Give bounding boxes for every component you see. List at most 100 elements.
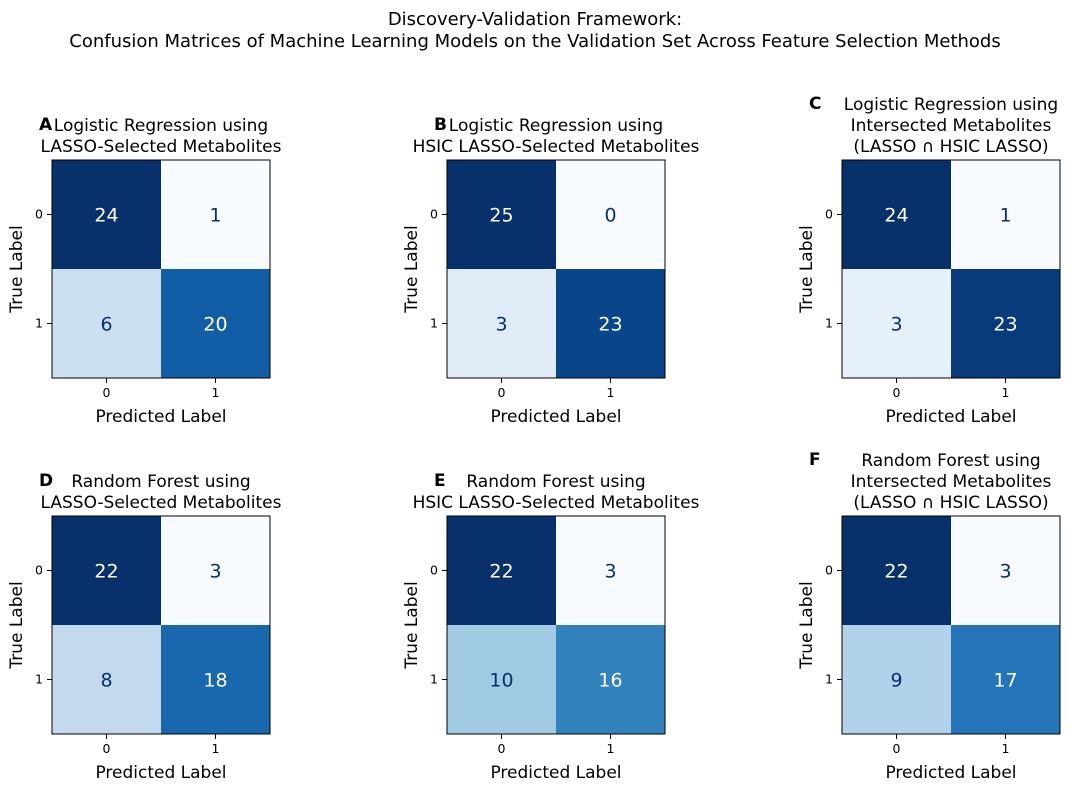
panel-title-line: LASSO-Selected Metabolites bbox=[41, 493, 282, 513]
cell-value-label: 23 bbox=[993, 314, 1017, 336]
cell-value-label: 22 bbox=[489, 561, 513, 583]
cell-value-label: 17 bbox=[993, 670, 1017, 692]
matrix-cell bbox=[951, 625, 1060, 734]
x-axis-label: Predicted Label bbox=[95, 407, 226, 427]
cell-value-label: 1 bbox=[209, 205, 221, 227]
y-tick-label: 0 bbox=[825, 207, 833, 222]
panel-title-line: Random Forest using bbox=[71, 472, 250, 492]
matrix-cell bbox=[951, 160, 1060, 269]
panel-letter: D bbox=[39, 471, 53, 491]
x-axis-label: Predicted Label bbox=[885, 407, 1016, 427]
x-tick-label: 0 bbox=[103, 741, 111, 756]
matrix-cell bbox=[161, 516, 270, 625]
panel-title-line: Intersected Metabolites bbox=[851, 116, 1052, 136]
cell-value-label: 3 bbox=[890, 314, 902, 336]
x-tick-label: 0 bbox=[103, 385, 111, 400]
cell-value-label: 8 bbox=[100, 670, 112, 692]
panel-title-line: LASSO-Selected Metabolites bbox=[41, 137, 282, 157]
cell-value-label: 3 bbox=[999, 561, 1011, 583]
x-tick-label: 1 bbox=[1002, 385, 1010, 400]
panel-letter: C bbox=[809, 94, 821, 114]
y-tick-label: 1 bbox=[35, 316, 43, 331]
y-tick-label: 1 bbox=[430, 316, 438, 331]
cell-value-label: 24 bbox=[94, 205, 118, 227]
cell-value-label: 23 bbox=[598, 314, 622, 336]
panel-letter: F bbox=[809, 450, 821, 470]
axes-frame bbox=[841, 159, 1061, 379]
panel-title-line: HSIC LASSO-Selected Metabolites bbox=[413, 137, 700, 157]
panel-title-line: Logistic Regression using bbox=[54, 116, 268, 136]
matrix-cell bbox=[447, 160, 556, 269]
axes-frame bbox=[51, 515, 271, 735]
y-tick-label: 1 bbox=[825, 672, 833, 687]
cell-value-label: 3 bbox=[209, 561, 221, 583]
x-tick-label: 1 bbox=[607, 741, 615, 756]
matrix-cell bbox=[556, 269, 665, 378]
matrix-cell bbox=[842, 160, 951, 269]
panel-title-line: Intersected Metabolites bbox=[851, 472, 1052, 492]
matrix-cell bbox=[447, 269, 556, 378]
y-axis-label: True Label bbox=[797, 581, 817, 669]
x-tick-label: 0 bbox=[498, 741, 506, 756]
y-tick-label: 0 bbox=[430, 563, 438, 578]
cell-value-label: 18 bbox=[203, 670, 227, 692]
cell-value-label: 1 bbox=[999, 205, 1011, 227]
panel-title-line: Random Forest using bbox=[861, 451, 1040, 471]
y-axis-label: True Label bbox=[797, 225, 817, 313]
cell-value-label: 10 bbox=[489, 670, 513, 692]
matrix-cell bbox=[842, 269, 951, 378]
x-tick-label: 1 bbox=[1002, 741, 1010, 756]
panel-title-line: (LASSO ∩ HSIC LASSO) bbox=[853, 137, 1048, 157]
matrix-cell bbox=[52, 625, 161, 734]
x-axis-label: Predicted Label bbox=[490, 407, 621, 427]
x-tick-label: 0 bbox=[498, 385, 506, 400]
panel-title-line: Random Forest using bbox=[466, 472, 645, 492]
x-tick-label: 1 bbox=[212, 385, 220, 400]
cell-value-label: 22 bbox=[884, 561, 908, 583]
matrix-cell bbox=[52, 160, 161, 269]
matrix-cell bbox=[161, 269, 270, 378]
panel-title-line: HSIC LASSO-Selected Metabolites bbox=[413, 493, 700, 513]
cell-value-label: 6 bbox=[100, 314, 112, 336]
axes-frame bbox=[446, 159, 666, 379]
cell-value-label: 3 bbox=[604, 561, 616, 583]
x-tick-label: 1 bbox=[212, 741, 220, 756]
cell-value-label: 9 bbox=[890, 670, 902, 692]
matrix-cell bbox=[951, 516, 1060, 625]
y-tick-label: 0 bbox=[35, 207, 43, 222]
y-axis-label: True Label bbox=[402, 225, 422, 313]
cell-value-label: 0 bbox=[604, 205, 616, 227]
figure-title-line-1: Discovery-Validation Framework: bbox=[388, 9, 682, 30]
panels-group: Logistic Regression usingLASSO-Selected … bbox=[7, 94, 1061, 783]
panel-a: Logistic Regression usingLASSO-Selected … bbox=[7, 115, 282, 427]
matrix-cell bbox=[556, 625, 665, 734]
panel-letter: A bbox=[39, 115, 53, 135]
matrix-cell bbox=[447, 516, 556, 625]
panel-title-line: Logistic Regression using bbox=[449, 116, 663, 136]
matrix-cell bbox=[161, 160, 270, 269]
y-tick-label: 0 bbox=[35, 563, 43, 578]
cell-value-label: 24 bbox=[884, 205, 908, 227]
panel-letter: B bbox=[434, 115, 447, 135]
y-tick-label: 1 bbox=[35, 672, 43, 687]
matrix-cell bbox=[161, 625, 270, 734]
x-axis-label: Predicted Label bbox=[490, 763, 621, 783]
axes-frame bbox=[51, 159, 271, 379]
y-axis-label: True Label bbox=[7, 225, 27, 313]
cell-value-label: 3 bbox=[495, 314, 507, 336]
x-axis-label: Predicted Label bbox=[885, 763, 1016, 783]
matrix-cell bbox=[951, 269, 1060, 378]
cell-value-label: 22 bbox=[94, 561, 118, 583]
matrix-cell bbox=[52, 516, 161, 625]
y-tick-label: 0 bbox=[825, 563, 833, 578]
cell-value-label: 20 bbox=[203, 314, 227, 336]
y-axis-label: True Label bbox=[402, 581, 422, 669]
panel-letter: E bbox=[434, 471, 446, 491]
y-tick-label: 1 bbox=[825, 316, 833, 331]
